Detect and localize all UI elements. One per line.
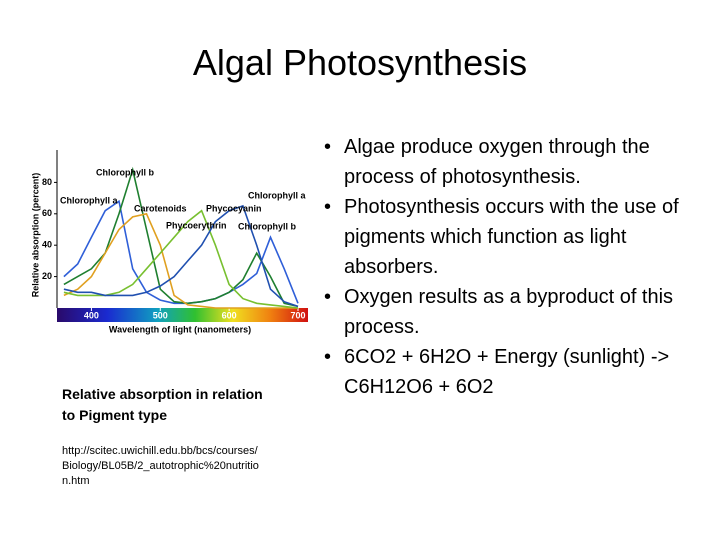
- bullet-list: Algae produce oxygen through the process…: [322, 132, 712, 402]
- slide-title: Algal Photosynthesis: [192, 42, 528, 83]
- pigment-label: Chlorophyll b: [96, 167, 154, 177]
- caption: Relative absorption in relation to Pigme…: [62, 386, 263, 423]
- series-line: [63, 204, 299, 308]
- x-tick-label: 600: [222, 310, 237, 320]
- pigment-label: Phycocyanin: [206, 203, 262, 213]
- bullet: Algae produce oxygen through the process…: [322, 132, 712, 192]
- chart: Wavelength of light (nanometers) Relativ…: [30, 150, 308, 334]
- pigment-label: Chlorophyll b: [238, 221, 296, 231]
- y-tick-label: 60: [42, 208, 52, 218]
- source-url: http://scitec.uwichill.edu.bb/bcs/course…: [62, 445, 259, 487]
- y-axis-label: Relative absorption (percent): [30, 173, 40, 298]
- y-tick-label: 20: [42, 271, 52, 281]
- x-tick-label: 500: [153, 310, 168, 320]
- series-line: [63, 199, 299, 305]
- x-tick-label: 400: [84, 310, 99, 320]
- pigment-label: Chlorophyll a: [248, 190, 306, 200]
- x-tick-label: 700: [290, 310, 305, 320]
- x-axis-label: Wavelength of light (nanometers): [109, 324, 251, 334]
- pigment-label: Carotenoids: [134, 203, 187, 213]
- pigment-label: Chlorophyll a: [60, 195, 118, 205]
- spectrum-bar: [57, 308, 308, 322]
- y-tick-label: 80: [42, 177, 52, 187]
- bullet: Photosynthesis occurs with the use of pi…: [322, 192, 712, 282]
- bullet: 6CO2 + 6H2O + Energy (sunlight) -> C6H12…: [322, 342, 712, 402]
- series-line: [63, 212, 298, 309]
- pigment-label: Phycoerythrin: [166, 220, 227, 230]
- bullet: Oxygen results as a byproduct of this pr…: [322, 282, 712, 342]
- y-tick-label: 40: [42, 240, 52, 250]
